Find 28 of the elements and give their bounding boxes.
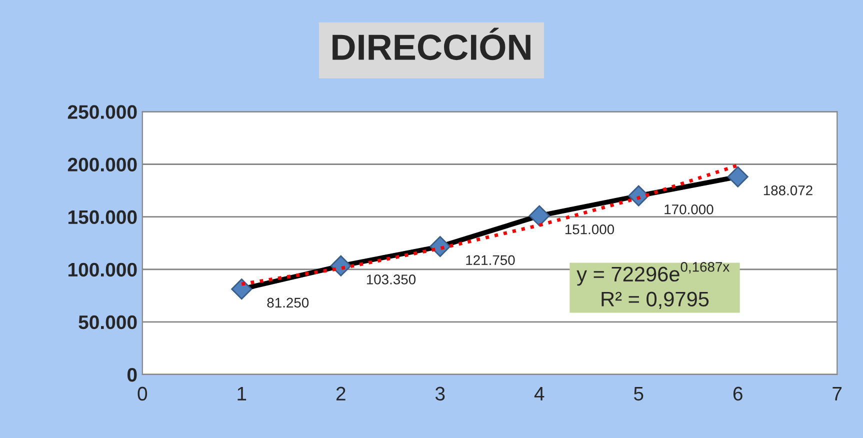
x-tick-label: 6 — [733, 386, 742, 401]
x-tick-label: 3 — [435, 386, 445, 401]
x-tick-label: 4 — [534, 387, 544, 400]
data-label: 151.000 — [565, 224, 614, 234]
chart-title: DIRECCIÓN — [332, 28, 530, 60]
point — [430, 236, 451, 258]
annotation: R² = 0,9795 — [602, 292, 709, 309]
x-tick-label: 2 — [336, 386, 346, 400]
x-tick-label: 7 — [832, 387, 842, 400]
data-label: 121.750 — [466, 255, 515, 266]
y-tick-label: 200.000 — [68, 158, 137, 172]
y-tick-label: 0 — [127, 368, 137, 382]
y-tick-label: 250.000 — [68, 105, 137, 119]
y-tick-label: 100.000 — [68, 262, 137, 277]
point — [727, 166, 748, 188]
x-tick-label: 1 — [238, 387, 246, 400]
data-label: 103.350 — [366, 274, 416, 284]
point — [330, 255, 352, 276]
x-tick-label: 0 — [138, 386, 148, 401]
y-tick-label: 50.000 — [78, 315, 137, 330]
point — [231, 278, 252, 300]
data-label: 188.072 — [764, 185, 812, 196]
y-tick-label: 150.000 — [68, 210, 137, 224]
point — [628, 185, 650, 206]
x-tick-label: 5 — [634, 387, 644, 401]
point — [528, 205, 550, 226]
data-label: 81.250 — [267, 298, 309, 308]
data-label: 170.000 — [664, 204, 714, 214]
